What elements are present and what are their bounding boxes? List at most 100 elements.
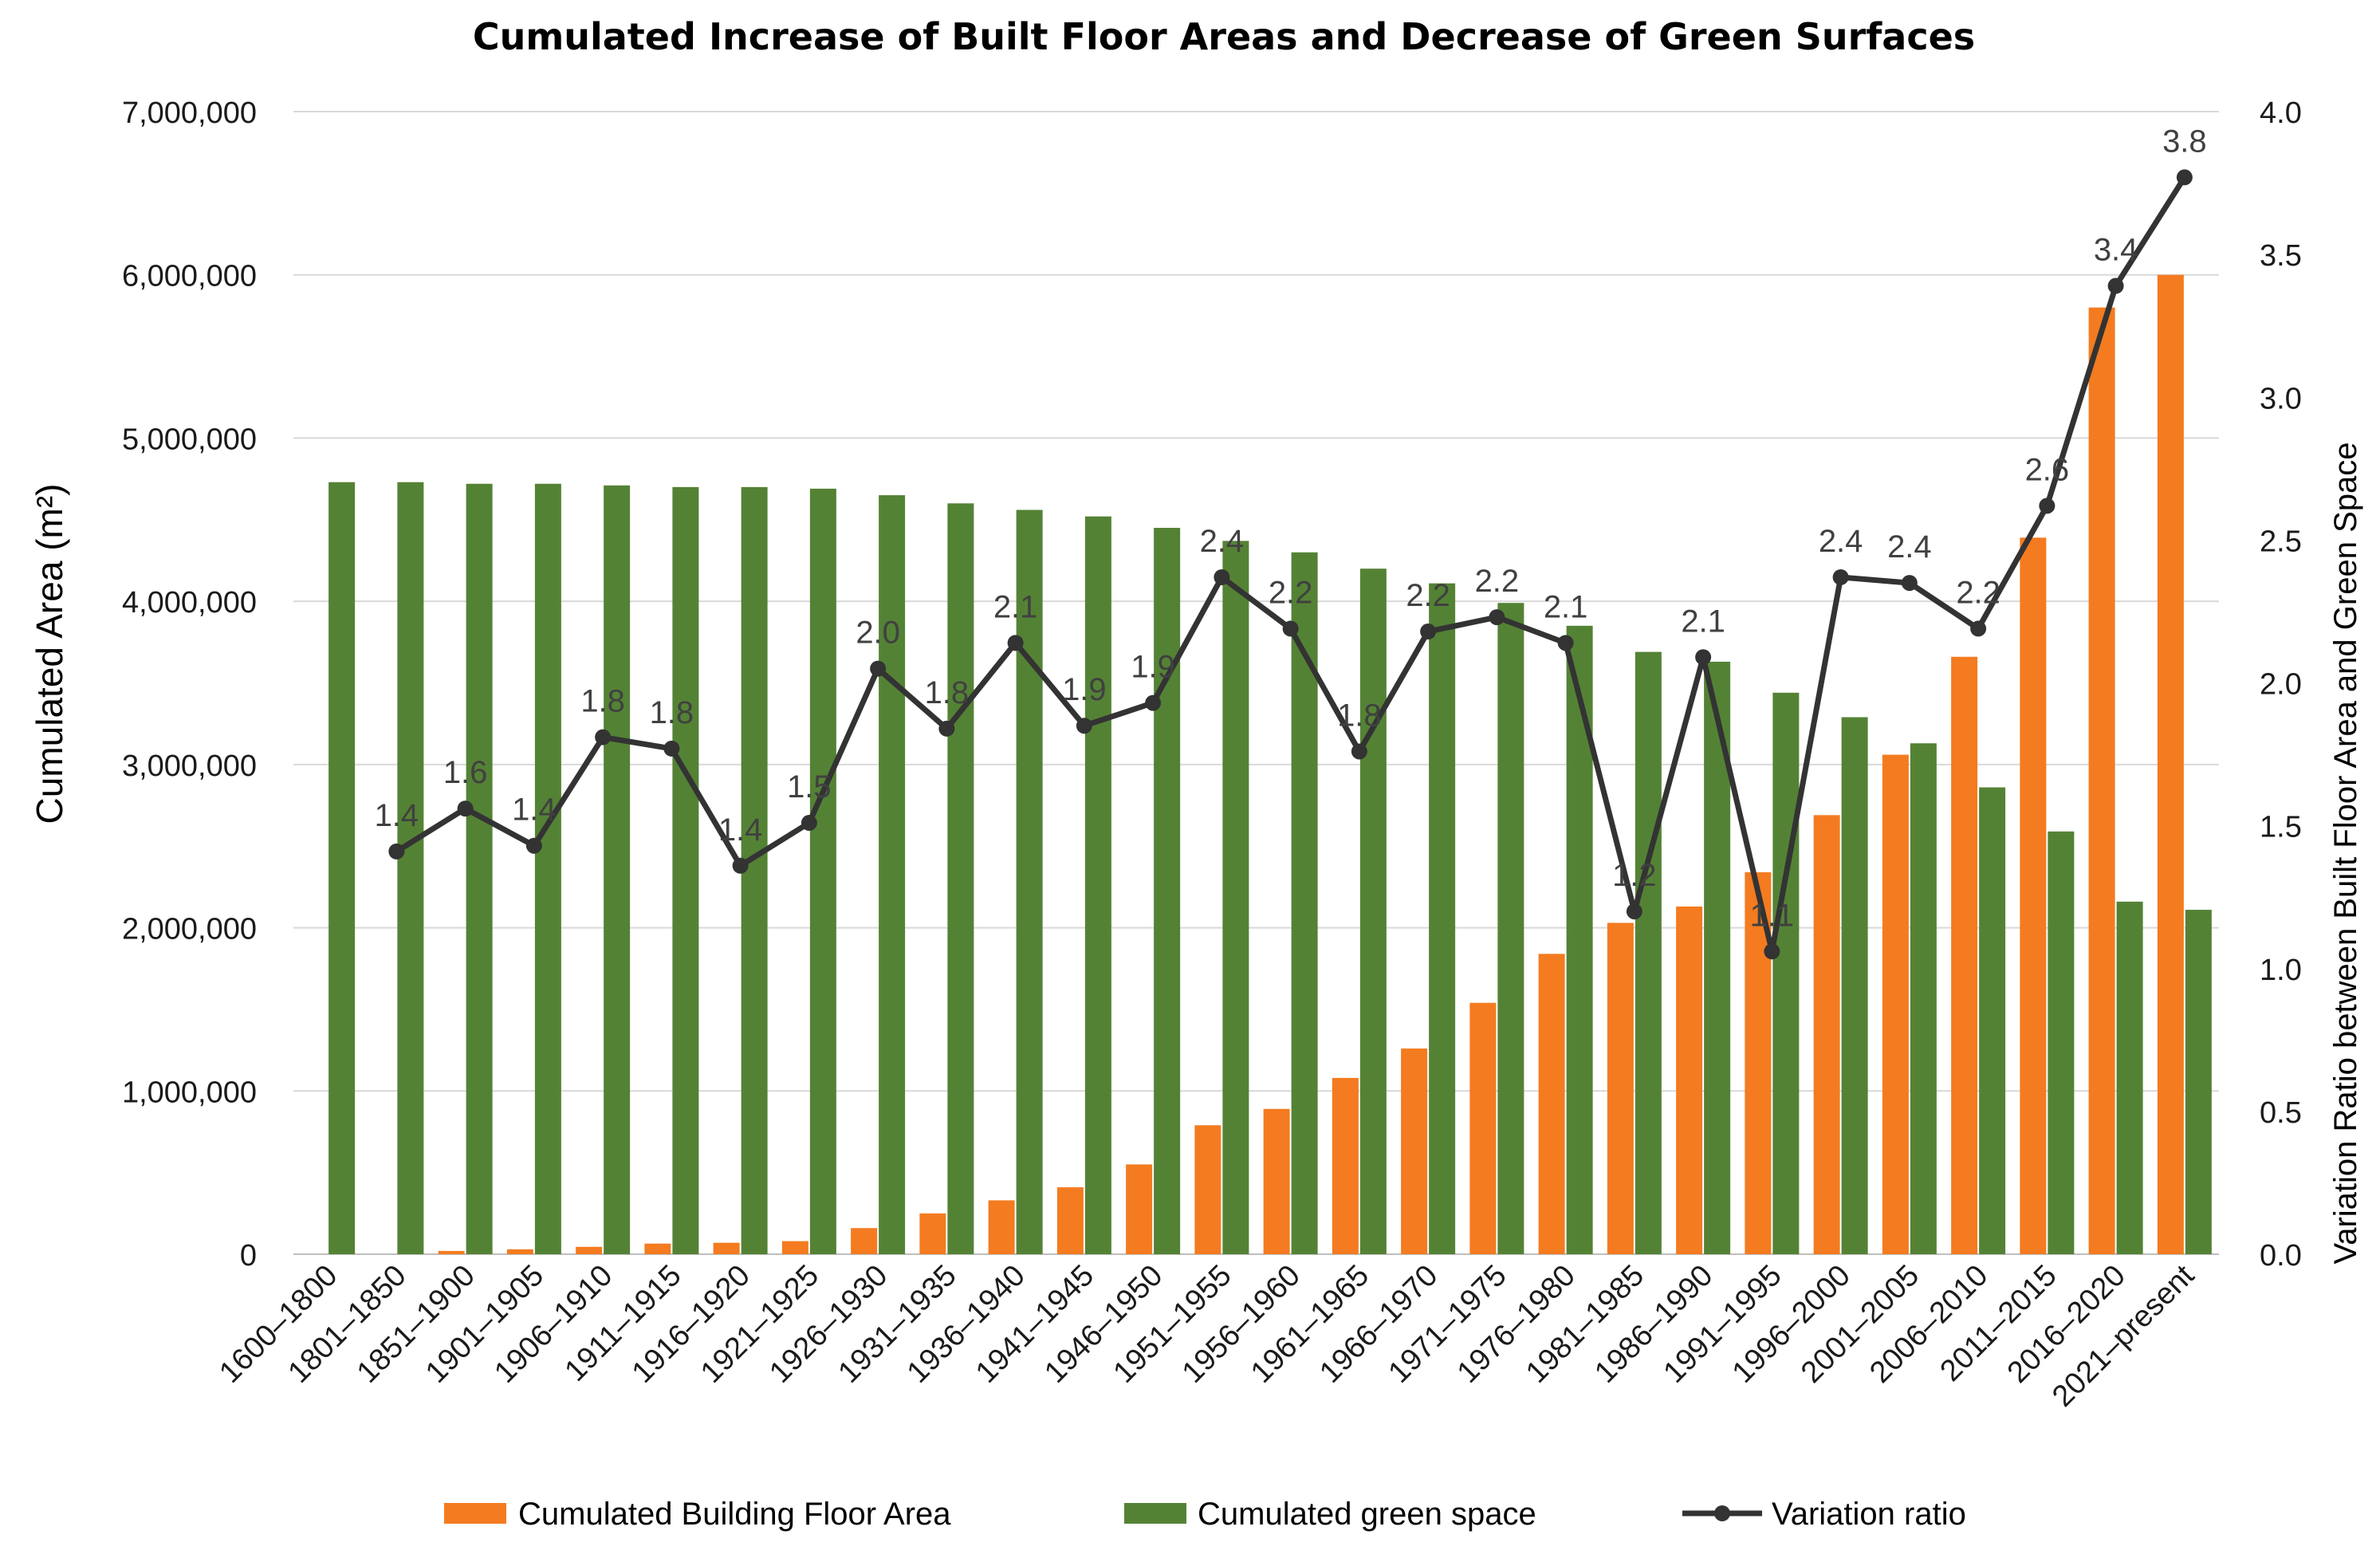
y2-tick-label: 3.0 <box>2260 382 2302 415</box>
green-space-bar <box>947 503 974 1254</box>
left-axis-label: Cumulated Area (m²) <box>29 484 70 824</box>
ratio-point <box>1695 649 1712 666</box>
variation-ratio-labels: 1.4 1.6 1.4 1.8 1.8 1.4 1.5 2.0 1.8 2.1 1.9 1.9 2.4 2… <box>375 124 2207 933</box>
ratio-data-label: 1.6 <box>443 755 488 790</box>
ratio-point <box>388 843 405 860</box>
floor-area-bar <box>988 1200 1015 1254</box>
green-space-bar <box>2185 910 2212 1254</box>
y-tick-label: 6,000,000 <box>122 260 257 293</box>
y-tick-label: 1,000,000 <box>122 1076 257 1109</box>
ratio-point <box>457 801 474 817</box>
green-space-bar <box>1497 603 1524 1254</box>
green-space-bar <box>1359 568 1387 1254</box>
ratio-data-label: 1.2 <box>1612 858 1657 893</box>
green-space-bar <box>1154 528 1181 1254</box>
y-tick-label: 0 <box>240 1239 257 1273</box>
green-space-bar <box>1635 651 1662 1254</box>
ratio-point <box>732 857 749 874</box>
y2-tick-label: 4.0 <box>2260 96 2302 130</box>
floor-area-bar <box>713 1242 740 1254</box>
chart-title: Cumulated Increase of Built Floor Areas … <box>473 15 1975 58</box>
floor-area-bar <box>1332 1077 1359 1254</box>
green-space-bar <box>604 485 631 1254</box>
ratio-data-label: 2.2 <box>1406 578 1450 613</box>
y2-tick-label: 2.0 <box>2260 668 2302 702</box>
green-space-bar <box>1910 743 1937 1254</box>
legend-label-floor-area: Cumulated Building Floor Area <box>518 1497 951 1532</box>
floor-area-bar <box>2020 537 2047 1254</box>
green-space-bar <box>1979 787 2006 1254</box>
ratio-point <box>1145 694 1162 711</box>
green-space-bar <box>1772 692 1800 1254</box>
ratio-data-label: 2.4 <box>1887 529 1932 565</box>
floor-area-bar <box>781 1241 808 1254</box>
floor-area-bar <box>1056 1187 1084 1254</box>
y2-tick-label: 2.5 <box>2260 525 2302 558</box>
ratio-data-label: 2.1 <box>1681 604 1725 639</box>
legend-swatch-floor-area <box>444 1503 506 1524</box>
legend-swatch-green-space <box>1124 1503 1186 1524</box>
ratio-data-label: 1.8 <box>1337 698 1382 733</box>
ratio-point <box>2039 498 2055 514</box>
green-space-bar <box>2116 901 2143 1254</box>
ratio-data-label: 3.8 <box>2162 124 2207 159</box>
y-tick-label: 7,000,000 <box>122 96 257 130</box>
ratio-point <box>1214 568 1230 585</box>
y2-tick-label: 1.0 <box>2260 954 2302 987</box>
ratio-point <box>1351 743 1367 760</box>
y-tick-label: 2,000,000 <box>122 913 257 946</box>
ratio-data-label: 1.8 <box>925 675 970 710</box>
ratio-data-label: 2.2 <box>1269 575 1313 610</box>
floor-area-bar <box>576 1246 603 1254</box>
green-space-bar <box>672 486 699 1254</box>
ratio-data-label: 1.9 <box>1131 650 1175 685</box>
green-space-bar <box>1084 516 1111 1254</box>
green-space-bar <box>1222 541 1249 1254</box>
left-axis-ticks: 0 1,000,000 2,000,000 3,000,000 4,000,000 5,0… <box>122 96 257 1273</box>
ratio-data-label: 2.1 <box>1544 589 1588 624</box>
legend: Cumulated Building Floor Area Cumulated g… <box>444 1497 1966 1532</box>
legend-label-green-space: Cumulated green space <box>1198 1497 1536 1532</box>
ratio-point <box>663 740 680 757</box>
legend-label-ratio: Variation ratio <box>1772 1497 1966 1532</box>
green-space-bar <box>534 483 561 1254</box>
floor-area-bar <box>1126 1164 1153 1254</box>
ratio-point <box>1901 575 1918 592</box>
ratio-data-label: 1.4 <box>718 812 763 848</box>
ratio-point <box>1489 609 1505 626</box>
ratio-point <box>938 720 955 737</box>
floor-area-bar <box>851 1228 878 1254</box>
floor-area-bar <box>1607 923 1634 1254</box>
green-space-bars <box>328 482 2212 1254</box>
ratio-data-label: 1.1 <box>1750 898 1795 933</box>
ratio-point <box>525 837 542 854</box>
ratio-data-label: 1.9 <box>1062 672 1107 707</box>
ratio-point <box>1420 624 1437 640</box>
floor-area-bar <box>2157 274 2184 1254</box>
y-tick-label: 3,000,000 <box>122 749 257 783</box>
ratio-data-label: 2.4 <box>1819 524 1863 559</box>
ratio-data-label: 1.4 <box>512 793 557 828</box>
ratio-point <box>1282 620 1299 637</box>
y-tick-label: 4,000,000 <box>122 586 257 620</box>
ratio-point <box>1007 635 1024 651</box>
ratio-point <box>1764 943 1780 960</box>
ratio-point <box>801 815 817 832</box>
y2-tick-label: 1.5 <box>2260 811 2302 844</box>
floor-area-bar <box>1401 1048 1428 1254</box>
ratio-data-label: 2.2 <box>1475 564 1520 599</box>
floor-area-bar <box>1469 1002 1497 1254</box>
green-space-bar <box>879 495 906 1254</box>
floor-area-bar <box>2088 307 2115 1255</box>
ratio-point <box>1557 635 1574 651</box>
ratio-point <box>1076 718 1092 734</box>
ratio-data-label: 1.8 <box>580 684 625 719</box>
green-space-bar <box>809 488 836 1254</box>
y2-tick-label: 0.5 <box>2260 1096 2302 1130</box>
green-space-bar <box>328 482 356 1254</box>
floor-area-bar <box>644 1243 671 1254</box>
ratio-point <box>1626 903 1642 920</box>
floor-area-bar <box>919 1213 946 1254</box>
green-space-bar <box>397 482 424 1254</box>
